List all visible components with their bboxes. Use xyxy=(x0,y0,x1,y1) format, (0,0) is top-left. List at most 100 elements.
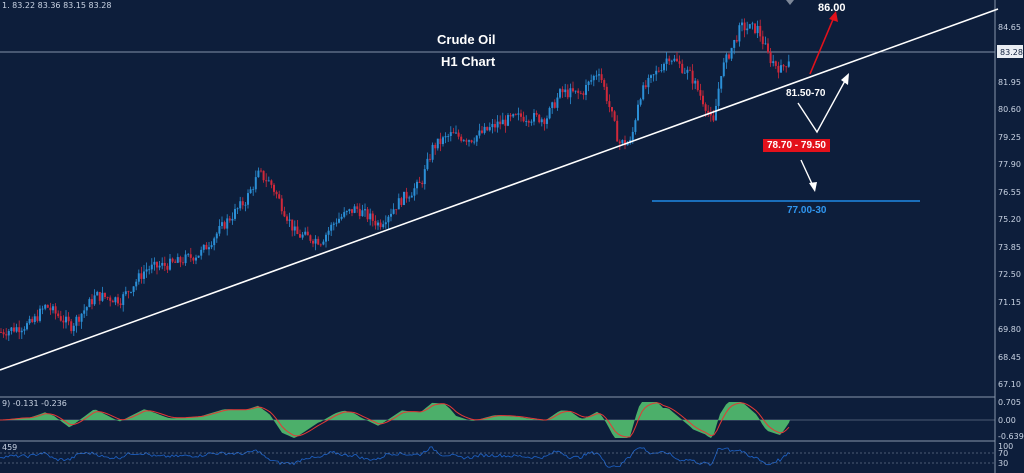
candle-body xyxy=(444,136,447,138)
candle-body xyxy=(689,69,691,71)
candle-body xyxy=(691,70,694,84)
candle-body xyxy=(10,327,13,331)
candle-body xyxy=(39,308,41,321)
candle-body xyxy=(187,254,190,256)
candle-body xyxy=(304,231,307,235)
candle-body xyxy=(2,332,5,335)
candle-body xyxy=(491,124,494,128)
candle-body xyxy=(98,291,101,301)
osc-tick-bottom: -0.639 xyxy=(998,432,1024,441)
target-arrow xyxy=(809,16,835,75)
candle-body xyxy=(577,90,580,93)
target-arrow-head xyxy=(829,11,838,22)
candle-body xyxy=(234,208,236,219)
candle-body xyxy=(275,191,278,195)
oscillator-histogram xyxy=(0,402,790,438)
candle-body xyxy=(273,184,275,192)
candle-body xyxy=(600,74,603,81)
candle-body xyxy=(267,180,270,182)
candle-body xyxy=(595,75,598,77)
candle-body xyxy=(384,222,387,225)
candle-body xyxy=(730,47,733,59)
candle-body xyxy=(712,115,715,121)
candle-body xyxy=(743,22,746,31)
candle-body xyxy=(426,158,429,170)
candle-body xyxy=(657,70,660,72)
rsi-pane xyxy=(0,446,791,468)
candle-body xyxy=(208,247,210,250)
candle-body xyxy=(26,323,28,330)
candle-body xyxy=(561,89,564,93)
candle-body xyxy=(525,121,528,122)
candle-body xyxy=(244,204,247,206)
candle-body xyxy=(382,224,385,228)
osc-tick-top: 0.705 xyxy=(998,398,1021,407)
candle-body xyxy=(369,213,372,220)
candle-body xyxy=(395,209,398,211)
candle-body xyxy=(686,69,689,73)
candle-body xyxy=(603,80,606,87)
candle-body xyxy=(179,257,182,263)
candle-body xyxy=(184,254,187,264)
candle-body xyxy=(639,99,642,105)
candle-body xyxy=(631,131,634,140)
candle-body xyxy=(707,110,710,113)
candle-body xyxy=(338,218,340,223)
candle-body xyxy=(241,201,244,206)
candle-body xyxy=(704,104,707,111)
candle-body xyxy=(252,189,255,191)
candle-body xyxy=(18,327,21,333)
candle-body xyxy=(488,127,491,131)
candle-body xyxy=(478,130,481,136)
candle-body xyxy=(553,102,556,108)
candle-body xyxy=(527,121,530,123)
candle-body xyxy=(59,316,62,321)
candle-body xyxy=(247,193,249,205)
candle-body xyxy=(540,119,543,123)
candle-body xyxy=(137,273,140,282)
candle-body xyxy=(618,141,621,144)
candle-body xyxy=(468,140,470,142)
candle-body xyxy=(494,124,496,128)
candle-body xyxy=(434,144,437,149)
candle-body xyxy=(65,316,67,323)
candle-body xyxy=(319,244,322,246)
candle-body xyxy=(7,330,10,336)
candle-body xyxy=(663,63,665,71)
candle-body xyxy=(728,54,730,59)
candle-body xyxy=(522,116,525,122)
candle-body xyxy=(340,216,343,219)
candle-body xyxy=(124,291,127,295)
candle-body xyxy=(587,81,590,85)
candle-body xyxy=(564,89,567,93)
candle-body xyxy=(436,138,439,149)
candle-body xyxy=(335,222,338,224)
down-arrow xyxy=(800,159,814,187)
candle-body xyxy=(85,307,88,311)
top-marker xyxy=(786,0,794,5)
candle-body xyxy=(127,291,130,293)
candle-body xyxy=(171,258,174,262)
candle-body xyxy=(161,262,164,266)
candle-body xyxy=(52,306,54,311)
candle-body xyxy=(460,136,463,141)
candle-body xyxy=(72,325,75,332)
price-tick: 73.85 xyxy=(998,242,1021,252)
candle-body xyxy=(447,136,450,137)
candle-body xyxy=(780,65,782,73)
candle-body xyxy=(720,76,723,89)
candle-body xyxy=(637,104,639,121)
candle-body xyxy=(457,132,460,137)
candle-body xyxy=(325,234,327,242)
price-tick: 81.95 xyxy=(998,77,1021,87)
candle-body xyxy=(486,126,489,131)
candle-body xyxy=(351,209,353,213)
price-tick: 67.10 xyxy=(998,380,1021,389)
down-arrow-head xyxy=(809,182,817,192)
candle-body xyxy=(314,238,317,244)
candle-body xyxy=(676,58,678,62)
price-tick: 76.55 xyxy=(998,187,1021,197)
candle-body xyxy=(644,85,647,88)
candle-body xyxy=(548,107,551,119)
